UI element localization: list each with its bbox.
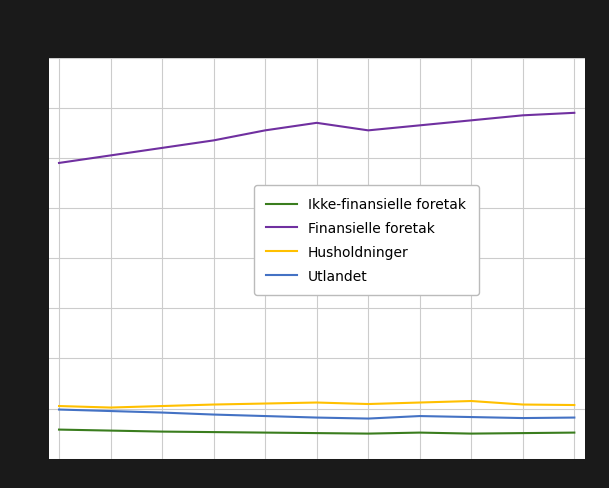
Ikke-finansielle foretak <box>158 429 166 435</box>
Ikke-finansielle foretak <box>55 427 63 433</box>
Husholdninger <box>313 400 320 406</box>
Husholdninger <box>468 398 475 404</box>
Utlandet <box>468 414 475 420</box>
Utlandet <box>158 410 166 416</box>
Finansielle foretak <box>313 121 320 126</box>
Utlandet <box>107 408 114 414</box>
Husholdninger <box>158 403 166 409</box>
Legend: Ikke-finansielle foretak, Finansielle foretak, Husholdninger, Utlandet: Ikke-finansielle foretak, Finansielle fo… <box>254 185 479 295</box>
Finansielle foretak <box>261 128 269 134</box>
Ikke-finansielle foretak <box>519 430 526 436</box>
Ikke-finansielle foretak <box>210 429 217 435</box>
Ikke-finansielle foretak <box>416 430 423 436</box>
Line: Finansielle foretak: Finansielle foretak <box>59 114 574 163</box>
Ikke-finansielle foretak <box>365 431 372 437</box>
Ikke-finansielle foretak <box>571 430 578 436</box>
Finansielle foretak <box>107 153 114 159</box>
Finansielle foretak <box>519 113 526 119</box>
Finansielle foretak <box>55 161 63 166</box>
Finansielle foretak <box>416 123 423 129</box>
Utlandet <box>571 415 578 421</box>
Husholdninger <box>365 401 372 407</box>
Utlandet <box>55 407 63 413</box>
Finansielle foretak <box>365 128 372 134</box>
Husholdninger <box>416 400 423 406</box>
Utlandet <box>365 416 372 422</box>
Husholdninger <box>107 405 114 410</box>
Ikke-finansielle foretak <box>468 431 475 437</box>
Husholdninger <box>210 402 217 407</box>
Finansielle foretak <box>210 138 217 144</box>
Husholdninger <box>571 402 578 408</box>
Utlandet <box>416 413 423 419</box>
Husholdninger <box>55 403 63 409</box>
Utlandet <box>261 413 269 419</box>
Ikke-finansielle foretak <box>261 430 269 436</box>
Utlandet <box>210 412 217 418</box>
Husholdninger <box>519 402 526 407</box>
Line: Utlandet: Utlandet <box>59 410 574 419</box>
Utlandet <box>519 415 526 421</box>
Line: Husholdninger: Husholdninger <box>59 401 574 407</box>
Finansielle foretak <box>158 146 166 152</box>
Utlandet <box>313 415 320 421</box>
Ikke-finansielle foretak <box>313 430 320 436</box>
Line: Ikke-finansielle foretak: Ikke-finansielle foretak <box>59 430 574 434</box>
Ikke-finansielle foretak <box>107 428 114 434</box>
Finansielle foretak <box>571 111 578 117</box>
Husholdninger <box>261 401 269 407</box>
Finansielle foretak <box>468 118 475 124</box>
